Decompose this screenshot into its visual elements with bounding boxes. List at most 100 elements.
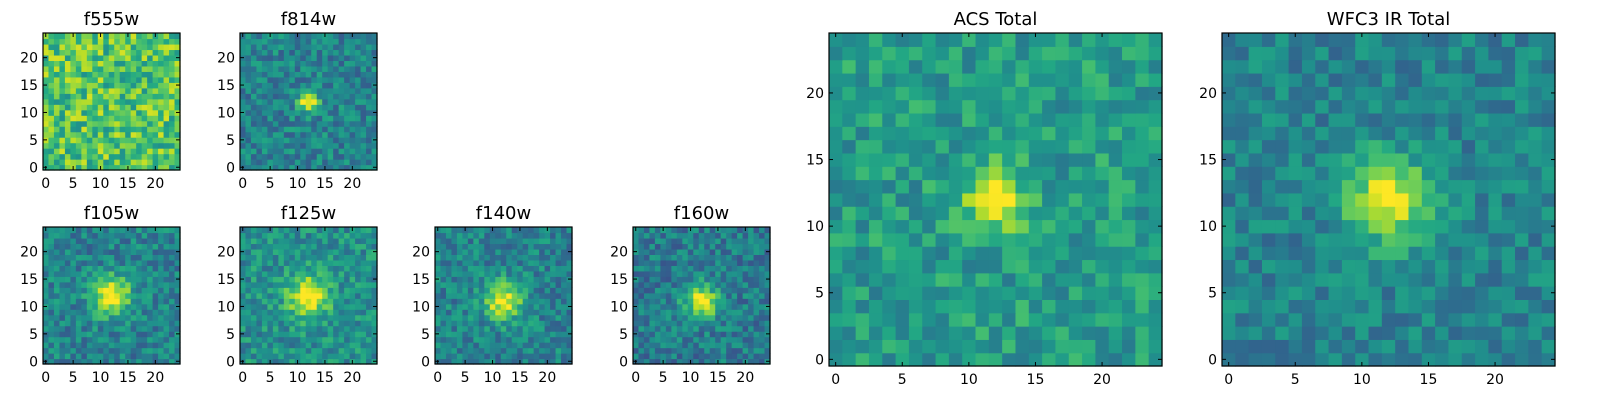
heatmap-cell	[130, 98, 137, 105]
heatmap-cell	[1122, 206, 1136, 221]
heatmap-cell	[256, 320, 263, 327]
heatmap-cell	[1355, 286, 1370, 300]
heatmap-cell	[119, 358, 126, 365]
heatmap-cell	[272, 120, 279, 127]
heatmap-cell	[726, 281, 733, 288]
heatmap-cell	[687, 320, 694, 327]
x-tick-label: 0	[41, 176, 50, 192]
heatmap-cell	[114, 303, 121, 310]
heatmap-cell	[278, 164, 285, 171]
heatmap-cell	[53, 82, 61, 89]
heatmap-cell	[522, 353, 529, 360]
heatmap-cell	[333, 109, 340, 116]
heatmap-cell	[59, 82, 66, 89]
heatmap-cell	[289, 314, 296, 321]
heatmap-cell	[366, 254, 373, 261]
heatmap-cell	[517, 303, 524, 310]
heatmap-cell	[759, 303, 766, 310]
heatmap-cell	[130, 87, 137, 94]
heatmap-cell	[709, 237, 716, 245]
heatmap-cell	[174, 292, 181, 299]
heatmap-cell	[550, 336, 557, 343]
heatmap-cell	[86, 137, 93, 144]
heatmap-cell	[478, 331, 485, 338]
heatmap-cell	[163, 314, 170, 321]
heatmap-cell	[272, 87, 279, 94]
heatmap-cell	[130, 120, 137, 127]
heatmap-cell	[855, 99, 870, 114]
heatmap-cell	[895, 259, 910, 274]
heatmap-cell	[141, 314, 148, 321]
heatmap-cell	[522, 358, 529, 365]
heatmap-cell	[693, 281, 700, 288]
heatmap-cell	[174, 104, 181, 111]
heatmap-cell	[1095, 312, 1110, 327]
heatmap-cell	[1435, 219, 1450, 234]
heatmap-cell	[456, 353, 463, 360]
heatmap-cell	[842, 326, 857, 340]
heatmap-cell	[550, 298, 557, 305]
heatmap-cell	[566, 292, 573, 299]
heatmap-cell	[922, 326, 937, 340]
heatmap-cell	[371, 336, 378, 343]
heatmap-cell	[141, 109, 148, 116]
heatmap-cell	[355, 115, 362, 122]
heatmap-cell	[665, 298, 672, 305]
heatmap-cell	[355, 120, 362, 127]
heatmap-cell	[753, 259, 760, 266]
heatmap-cell	[868, 232, 883, 247]
heatmap-cell	[108, 65, 115, 72]
heatmap-cell	[48, 98, 55, 105]
heatmap-cell	[962, 152, 977, 167]
heatmap-cell	[1328, 352, 1343, 367]
heatmap-cell	[533, 254, 540, 261]
heatmap-cell	[1015, 312, 1030, 327]
heatmap-cell	[349, 38, 356, 45]
heatmap-cell	[92, 60, 99, 67]
heatmap-cell	[240, 104, 247, 111]
heatmap-cell	[169, 232, 176, 239]
heatmap-cell	[649, 281, 656, 288]
heatmap-cell	[48, 347, 55, 354]
heatmap-cell	[1028, 352, 1043, 367]
heatmap-cell	[366, 309, 373, 316]
heatmap-cell	[152, 115, 159, 122]
heatmap-cell	[948, 352, 963, 367]
heatmap-cell	[43, 93, 50, 100]
heatmap-cell	[48, 243, 55, 250]
heatmap-cell	[86, 243, 93, 250]
heatmap-cell	[895, 152, 910, 167]
heatmap-cell	[305, 353, 312, 360]
heatmap-cell	[152, 76, 159, 83]
heatmap-cell	[566, 336, 573, 343]
heatmap-cell	[349, 270, 356, 277]
heatmap-cell	[163, 358, 170, 365]
heatmap-cell	[349, 54, 356, 61]
heatmap-cell	[152, 342, 159, 349]
heatmap-cell	[908, 232, 923, 247]
heatmap-cell	[1222, 272, 1236, 287]
heatmap-cell	[715, 232, 722, 239]
heatmap-cell	[316, 87, 323, 94]
heatmap-cell	[163, 126, 170, 133]
heatmap-cell	[360, 137, 367, 144]
heatmap-cell	[1448, 312, 1463, 327]
heatmap-cell	[97, 281, 104, 288]
heatmap-cell	[715, 320, 722, 327]
heatmap-cell	[1501, 192, 1516, 207]
heatmap-cell	[240, 87, 247, 94]
heatmap-cell	[147, 320, 154, 327]
heatmap-cell	[158, 54, 165, 61]
heatmap-cell	[517, 336, 524, 343]
heatmap-cell	[1328, 286, 1343, 300]
heatmap-cell	[278, 153, 285, 160]
heatmap-cell	[660, 309, 667, 316]
heatmap-cell	[1275, 192, 1290, 207]
heatmap-cell	[283, 254, 290, 261]
heatmap-cell	[855, 352, 870, 367]
heatmap-cell	[250, 353, 258, 360]
heatmap-cell	[456, 270, 463, 277]
heatmap-cell	[261, 49, 268, 56]
heatmap-cell	[948, 192, 963, 207]
heatmap-cell	[829, 86, 843, 101]
